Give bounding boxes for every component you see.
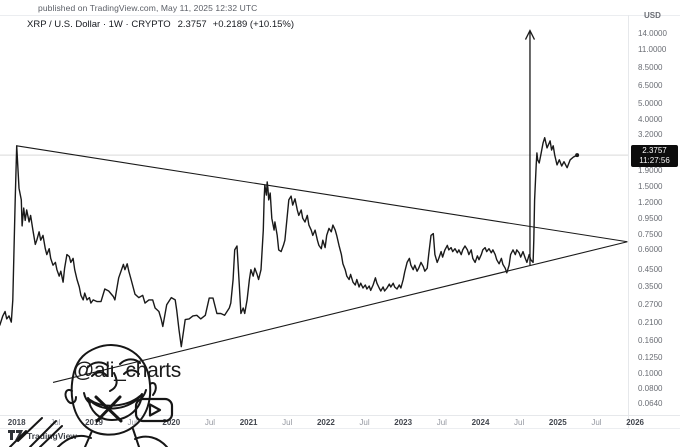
time-tick-year-label: 2024: [471, 418, 490, 427]
footer-divider: [0, 428, 680, 429]
legend-change: +0.2189 (+10.15%): [212, 19, 294, 30]
price-tick-label: 1.9000: [638, 166, 663, 175]
price-line-series: [0, 136, 578, 348]
price-tick-label: 1.2000: [638, 197, 663, 207]
symbol-title: XRP / U.S. Dollar · 1W · CRYPTO: [27, 19, 171, 30]
price-tick-label: 0.1600: [638, 336, 663, 346]
ascending-support-trendline[interactable]: [52, 241, 628, 383]
time-tick-year-label: 2021: [239, 418, 258, 427]
published-caption: published on TradingView.com, May 11, 20…: [38, 3, 258, 13]
descending-resistance-trendline[interactable]: [16, 145, 628, 243]
time-tick-month-label: Jul: [514, 418, 525, 427]
time-axis-divider: [0, 415, 680, 416]
breakout-arrow-head: [524, 29, 536, 40]
price-tick-label: 0.7500: [638, 230, 663, 239]
price-tick-label: 3.2000: [638, 130, 663, 140]
price-tick-label: 0.0800: [638, 384, 663, 394]
time-tick-month-label: Jul: [359, 418, 370, 427]
price-tick-label: 0.4500: [638, 265, 663, 275]
price-tick-label: 0.1250: [638, 353, 663, 363]
price-tick-label: 0.6000: [638, 245, 663, 255]
currency-axis-label: USD: [644, 11, 661, 20]
price-tick-label: 1.5000: [638, 182, 663, 192]
price-tick-label: 5.0000: [638, 99, 663, 109]
last-price-value: 2.3757: [642, 145, 667, 155]
legend-last-price: 2.3757: [177, 19, 207, 30]
time-tick-year-label: 2022: [316, 418, 335, 427]
price-tick-label: 8.5000: [638, 62, 663, 72]
last-price-dot: [575, 153, 580, 158]
time-tick-year-label: 2018: [7, 418, 26, 427]
tradingview-logo[interactable]: TradingView: [8, 430, 77, 441]
price-tick-label: 0.2700: [638, 300, 663, 310]
time-tick-year-label: 2023: [394, 418, 413, 427]
tradingview-mark-icon: [8, 430, 23, 440]
time-tick-month-label: Jul: [50, 418, 61, 427]
price-tick-label: 4.0000: [638, 114, 663, 124]
price-tick-label: 0.1000: [638, 368, 663, 378]
price-tick-label: 0.9500: [638, 213, 663, 223]
symbol-legend: XRP / U.S. Dollar · 1W · CRYPTO 2.3757 +0.…: [27, 19, 294, 30]
time-tick-month-label: Jul: [436, 418, 447, 427]
price-tick-label: 0.0640: [638, 399, 663, 409]
price-tick-label: 11.0000: [638, 45, 667, 55]
time-tick-year-label: 2020: [162, 418, 181, 427]
header-divider: [0, 15, 680, 16]
price-tick-label: 6.5000: [638, 81, 663, 91]
time-tick-year-label: 2025: [548, 418, 567, 427]
time-tick-month-label: Jul: [591, 418, 602, 427]
price-axis-divider: [628, 15, 629, 428]
price-tick-label: 0.3500: [638, 282, 663, 292]
bar-countdown: 11:27:56: [639, 155, 670, 165]
time-tick-year-label: 2019: [85, 418, 103, 427]
tradingview-brand-text: TradingView: [27, 430, 77, 441]
time-tick-month-label: Jul: [282, 418, 293, 427]
price-tick-label: 0.2100: [638, 317, 663, 327]
last-price-tag: 2.3757 11:27:56: [631, 144, 678, 167]
time-tick-month-label: Jul: [204, 418, 216, 427]
time-tick-year-label: 2026: [626, 418, 644, 427]
price-tick-label: 14.0000: [638, 28, 667, 38]
time-tick-month-label: Jul: [127, 418, 138, 427]
